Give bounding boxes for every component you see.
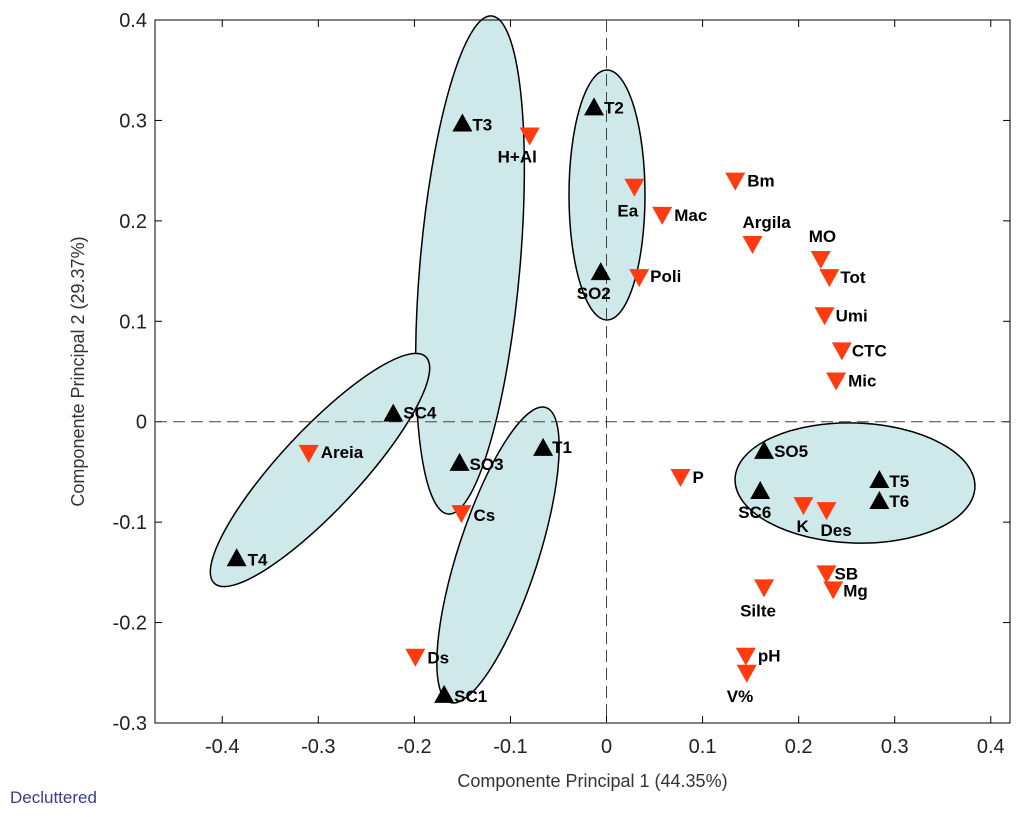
variable-label-ds: Ds	[427, 649, 449, 668]
x-tick-label: -0.1	[493, 736, 527, 758]
variable-marker-v-pct	[736, 664, 757, 683]
y-tick-label: -0.1	[113, 512, 147, 534]
x-tick-label: -0.3	[301, 736, 335, 758]
treatment-label-so2: SO2	[577, 284, 611, 303]
variable-label-cs: Cs	[473, 506, 495, 525]
variable-marker-sb	[816, 565, 837, 584]
x-tick-label: 0.2	[785, 736, 813, 758]
variable-marker-tot	[819, 269, 840, 288]
decluttered-label: Decluttered	[10, 788, 97, 807]
variable-label-k: K	[796, 517, 809, 536]
treatment-label-t1: T1	[552, 438, 572, 457]
treatment-marker-t3	[452, 113, 473, 132]
y-tick-label: -0.2	[113, 613, 147, 635]
variable-marker-ph	[735, 647, 756, 666]
variable-marker-cs	[451, 505, 472, 524]
variable-label-mo: MO	[809, 227, 836, 246]
variable-marker-bm	[725, 172, 746, 191]
y-tick-label: 0.3	[119, 110, 147, 132]
variable-marker-areia	[298, 444, 319, 463]
treatment-marker-t2	[584, 97, 605, 116]
group-ellipse-5	[734, 422, 976, 544]
x-tick-label: 0.4	[977, 736, 1005, 758]
variable-label-silte: Silte	[740, 601, 776, 620]
variable-label-ph: pH	[758, 647, 781, 666]
treatment-label-t2: T2	[604, 98, 624, 117]
variable-marker-ctc	[831, 342, 852, 361]
group-ellipses	[209, 15, 976, 704]
variable-label-tot: Tot	[840, 268, 866, 287]
variable-marker-mg	[823, 581, 844, 600]
variable-marker-mic	[826, 372, 847, 391]
treatment-label-t3: T3	[472, 115, 492, 134]
variable-label-p: P	[692, 468, 703, 487]
y-tick-label: 0	[136, 412, 147, 434]
y-tick-label: 0.2	[119, 211, 147, 233]
y-tick-label: -0.3	[113, 713, 147, 735]
variable-label-sb: SB	[835, 564, 859, 583]
x-tick-label: 0	[601, 736, 612, 758]
variable-label-argila: Argila	[743, 213, 792, 232]
plot-frame	[154, 19, 1011, 724]
treatment-label-so3: SO3	[470, 455, 504, 474]
variable-marker-k	[793, 497, 814, 516]
variable-label-bm: Bm	[747, 172, 774, 191]
group-ellipse-3	[209, 352, 431, 588]
variable-marker-ds	[405, 648, 426, 667]
y-tick-label: 0.1	[119, 311, 147, 333]
treatment-label-t5: T5	[889, 472, 909, 491]
x-tick-label: 0.3	[881, 736, 909, 758]
axes: -0.4 -0.3 -0.2 -0.1 0 0.1 0.2 0.3 0.4 -0.3 -0.2 -0.…	[113, 10, 1011, 758]
treatment-label-so5: SO5	[774, 442, 808, 461]
reference-lines	[155, 20, 1010, 723]
treatment-marker-so5	[754, 440, 775, 459]
variable-label-ctc: CTC	[852, 341, 887, 360]
y-axis-title: Componente Principal 2 (29.37%)	[68, 236, 88, 506]
treatment-marker-so2	[590, 262, 611, 281]
treatment-label-t4: T4	[248, 550, 268, 569]
group-ellipse-1	[414, 15, 526, 515]
variable-marker-p	[670, 468, 691, 487]
variable-label-v-pct: V%	[727, 687, 753, 706]
treatment-label-sc6: SC6	[738, 503, 771, 522]
variable-label-poli: Poli	[650, 267, 681, 286]
x-axis-title: Componente Principal 1 (44.35%)	[457, 771, 727, 791]
variable-marker-silte	[754, 579, 775, 598]
treatment-marker-sc4	[383, 403, 404, 422]
variable-marker-poli	[629, 269, 650, 288]
treatment-marker-so3	[449, 452, 470, 471]
variable-label-mac: Mac	[674, 206, 707, 225]
treatment-marker-t5	[869, 469, 890, 488]
variable-label-h-plus-al: H+Al	[498, 147, 537, 166]
variable-marker-argila	[742, 235, 763, 254]
variable-label-ea: Ea	[617, 202, 638, 221]
treatment-label-sc1: SC1	[454, 687, 487, 706]
variable-marker-des	[816, 502, 837, 521]
treatment-marker-sc6	[750, 481, 771, 500]
x-tick-label: -0.2	[397, 736, 431, 758]
variable-label-mic: Mic	[848, 372, 876, 391]
treatment-label-sc4: SC4	[403, 404, 437, 423]
variable-label-mg: Mg	[843, 581, 868, 600]
variable-label-areia: Areia	[321, 443, 364, 462]
variable-marker-ea	[624, 178, 645, 197]
treatment-marker-t1	[533, 437, 554, 456]
data-points	[226, 97, 890, 703]
x-tick-label: -0.4	[205, 736, 239, 758]
variable-marker-umi	[814, 307, 835, 326]
y-tick-label: 0.4	[119, 10, 147, 32]
variable-label-des: Des	[821, 521, 852, 540]
treatment-label-t6: T6	[889, 492, 909, 511]
treatment-marker-sc1	[434, 684, 455, 703]
treatment-marker-t6	[869, 491, 890, 510]
treatment-marker-t4	[226, 548, 247, 567]
variable-marker-mac	[652, 206, 673, 225]
x-tick-label: 0.1	[689, 736, 717, 758]
variable-label-umi: Umi	[836, 306, 868, 325]
variable-marker-mo	[810, 251, 831, 270]
variable-marker-h-plus-al	[519, 127, 540, 146]
